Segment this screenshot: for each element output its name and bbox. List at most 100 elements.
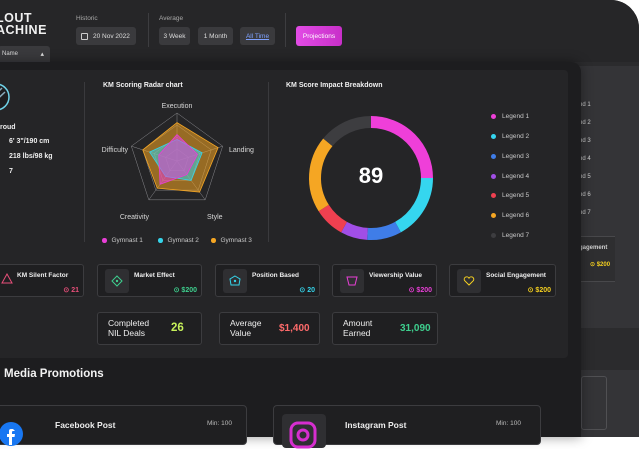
legend-label: Legend 5 (502, 192, 530, 199)
donut-legend-item: Legend 2 (491, 133, 529, 140)
radar-legend-item: Gymnast 2 (158, 237, 199, 244)
divider (285, 13, 286, 47)
donut-segment (323, 116, 372, 147)
metric-value: ⊙ $200 (173, 287, 197, 294)
legend-label: Legend 6 (502, 212, 530, 219)
metric-card-viewership-value[interactable]: Viewership Value ⊙ $200 (332, 264, 437, 297)
legend-dot (491, 134, 496, 139)
bg-legend-item: nd 5 (579, 174, 591, 180)
heart-icon (463, 276, 475, 286)
metric-value: ⊙ 20 (299, 287, 315, 294)
promotion-min: Min: 100 (496, 420, 521, 427)
radar-chart-title: KM Scoring Radar chart (103, 82, 183, 89)
metric-card-km-silent-factor[interactable]: KM Silent Factor ⊙ 21 (0, 264, 84, 297)
radar-axis-label: Landing (229, 147, 254, 154)
legend-dot (211, 238, 216, 243)
app-logo: LOUT ACHINE (0, 11, 47, 37)
radar-axis-label: Difficulty (102, 147, 129, 154)
period-1-month-button[interactable]: 1 Month (198, 27, 233, 45)
radar-legend-item: Gymnast 1 (102, 237, 143, 244)
legend-dot (491, 154, 496, 159)
date-value: 20 Nov 2022 (93, 32, 130, 40)
bg-engagement-value: ⊙ $200 (590, 262, 611, 268)
metric-label: Market Effect (134, 272, 175, 279)
stat-value: $1,400 (279, 323, 310, 334)
radar-axis-label: Execution (162, 103, 193, 110)
metric-card-market-effect[interactable]: Market Effect ⊙ $200 (97, 264, 202, 297)
promotion-name: Facebook Post (55, 420, 116, 430)
donut-chart-title: KM Score Impact Breakdown (286, 82, 383, 89)
divider (84, 82, 85, 242)
radar-chart: Execution Landing Style Creativity Difficult… (102, 103, 254, 221)
period-all-time-button[interactable]: All Time (240, 27, 275, 45)
donut-segment (367, 221, 401, 240)
stat-card-nil-deals: Completed NIL Deals 26 (97, 312, 202, 345)
bg-engagement-card (576, 236, 615, 282)
stat-label: Completed NIL Deals (108, 318, 150, 338)
promotion-card-instagram[interactable]: Instagram Post Min: 100 (273, 405, 541, 449)
projections-button[interactable]: Projections (296, 26, 342, 46)
facebook-icon (0, 422, 23, 446)
background-panel-bottom (579, 370, 639, 437)
profile-name: roud (0, 124, 16, 131)
avatar-icon (0, 83, 10, 111)
promotion-min: Min: 100 (207, 420, 232, 427)
donut-segment (309, 138, 333, 212)
average-label: Average (159, 15, 184, 22)
legend-dot (491, 114, 496, 119)
radar-legend-item: Gymnast 3 (211, 237, 252, 244)
background-box (581, 376, 607, 430)
legend-label: Legend 3 (502, 153, 530, 160)
legend-dot (158, 238, 163, 243)
position-icon (229, 275, 241, 286)
metric-value: ⊙ 21 (63, 287, 79, 294)
background-legend-panel (576, 66, 639, 328)
period-3-week-button[interactable]: 3 Week (159, 27, 190, 45)
donut-segment (318, 204, 348, 233)
radar-series-1 (158, 134, 199, 185)
donut-segment (394, 177, 433, 233)
market-icon (111, 275, 123, 287)
metric-card-social-engagement[interactable]: Social Engagement ⊙ $200 (449, 264, 556, 297)
legend-label: Legend 4 (502, 173, 530, 180)
stat-card-average-value: Average Value $1,400 (219, 312, 320, 345)
profile-height: 6' 3"/190 cm (9, 138, 50, 145)
scores-panel (0, 70, 568, 358)
bg-legend-item: nd 6 (579, 192, 591, 198)
donut-legend-item: Legend 6 (491, 212, 529, 219)
legend-dot (491, 213, 496, 218)
instagram-icon (289, 421, 317, 449)
donut-center-value: 89 (358, 163, 384, 188)
donut-segment (370, 116, 433, 179)
donut-legend-item: Legend 4 (491, 173, 529, 180)
donut-legend-item: Legend 7 (491, 232, 529, 239)
stat-label: Amount Earned (343, 318, 373, 338)
legend-dot (102, 238, 107, 243)
metric-label: Viewership Value (369, 272, 422, 279)
date-picker[interactable]: 20 Nov 2022 (76, 27, 136, 45)
stat-value: 26 (171, 322, 184, 334)
legend-dot (491, 233, 496, 238)
stat-label: Average Value (230, 318, 262, 338)
donut-legend-item: Legend 3 (491, 153, 529, 160)
promotion-card-facebook[interactable]: Facebook Post Min: 100 (0, 405, 247, 446)
viewership-icon (346, 276, 358, 286)
bg-legend-item: nd 2 (579, 120, 591, 126)
name-dropdown[interactable]: Name ▴ (0, 46, 50, 64)
radar-axis-label: Creativity (120, 214, 150, 221)
bg-engagement-label: gagement (579, 245, 608, 251)
metric-label: Social Engagement (486, 272, 546, 279)
bg-legend-item: nd 7 (579, 210, 591, 216)
sort-icon: ▴ (40, 51, 44, 58)
donut-legend-item: Legend 5 (491, 192, 529, 199)
name-label: Name (2, 51, 19, 57)
profile-weight: 218 lbs/98 kg (9, 153, 53, 160)
legend-label: Legend 1 (502, 113, 530, 120)
radar-grid (131, 112, 223, 201)
metric-card-position-based[interactable]: Position Based ⊙ 20 (215, 264, 320, 297)
legend-dot (491, 193, 496, 198)
legend-dot (491, 174, 496, 179)
metric-label: KM Silent Factor (17, 272, 69, 279)
bg-legend-item: nd 1 (579, 102, 591, 108)
donut-chart (309, 116, 433, 240)
